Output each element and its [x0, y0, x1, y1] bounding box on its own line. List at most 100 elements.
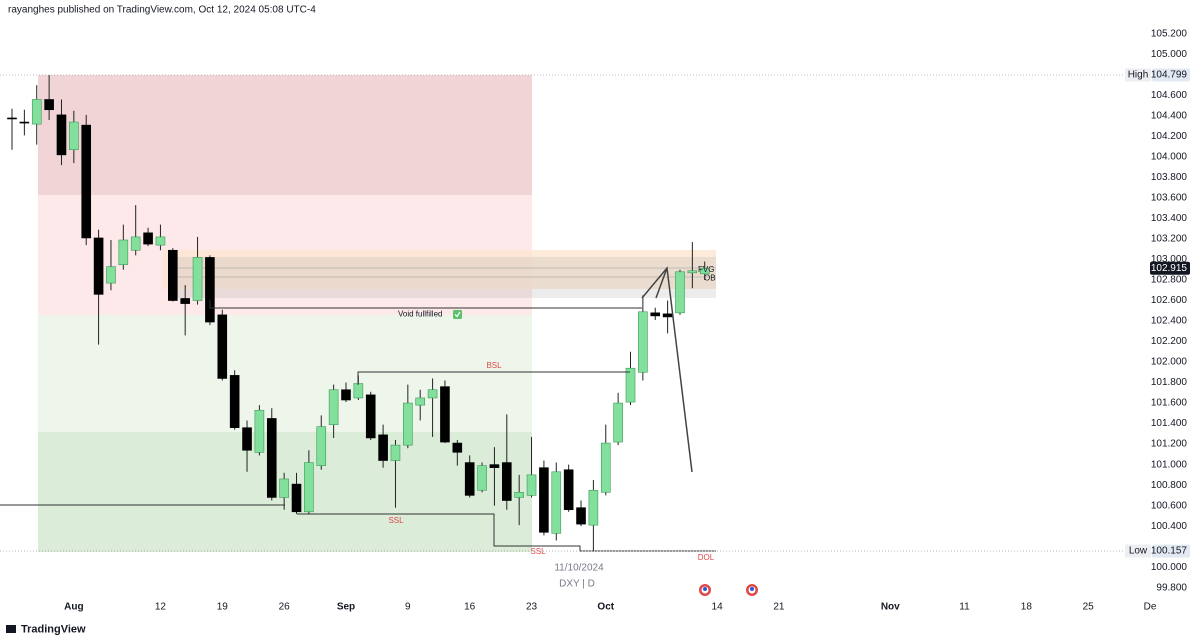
y-tick-label: 101.000	[1151, 459, 1188, 470]
price-marker-box	[1152, 68, 1190, 82]
candle-body	[242, 427, 252, 451]
x-tick-label: 12	[155, 602, 167, 613]
y-tick-label: 99.800	[1156, 582, 1187, 593]
y-tick-label: 101.400	[1151, 418, 1188, 429]
ob-zone	[175, 257, 716, 298]
x-tick-label: De	[1144, 602, 1157, 613]
candle-body	[699, 267, 710, 275]
candle-body	[600, 442, 611, 493]
y-tick-label: 103.600	[1151, 193, 1188, 204]
y-tick-label: 103.000	[1151, 254, 1188, 265]
candle-body	[143, 232, 153, 245]
candle-body	[31, 99, 42, 125]
candle-body	[353, 383, 364, 399]
candle-body	[477, 465, 487, 491]
x-tick-label: 21	[773, 602, 785, 613]
annotation: OB	[704, 274, 716, 283]
y-tick-label: 102.800	[1151, 275, 1188, 286]
candle-body	[155, 236, 166, 246]
x-tick-label: 18	[1021, 602, 1033, 613]
candle-body	[56, 114, 67, 156]
candle-body	[625, 367, 636, 403]
candle-body	[69, 121, 79, 151]
y-tick-label: 102.400	[1151, 316, 1188, 327]
y-tick-label: 102.200	[1151, 336, 1188, 347]
candle-body	[328, 389, 339, 425]
y-tick-label: 101.800	[1151, 377, 1188, 388]
candle-body	[526, 474, 537, 496]
x-tick-label: 14	[712, 602, 724, 613]
last-price-label: 102.915	[1151, 263, 1188, 274]
x-tick-label: 25	[1083, 602, 1095, 613]
candle-body	[93, 237, 104, 295]
zone-discount	[38, 315, 532, 432]
projection	[655, 267, 668, 299]
candle-body	[279, 478, 289, 498]
candle-body	[341, 389, 351, 401]
candle-body	[489, 464, 500, 468]
y-tick-label: 103.800	[1151, 172, 1188, 183]
y-tick-label: 104.600	[1151, 90, 1188, 101]
event-icon	[746, 584, 758, 596]
check-mark	[454, 311, 461, 318]
candle-body	[687, 270, 698, 274]
candle-body	[254, 409, 265, 453]
x-tick-label: Sep	[337, 602, 355, 613]
y-tick-label: 100.000	[1151, 562, 1188, 573]
last-price-box	[1150, 261, 1190, 275]
y-tick-label: 102.600	[1151, 295, 1188, 306]
annotation: BSL	[486, 361, 502, 370]
candle-body	[19, 121, 30, 124]
event-icon	[699, 584, 711, 596]
fvg-zone	[163, 250, 716, 289]
candle-body	[266, 418, 277, 498]
candles	[7, 74, 710, 552]
y-tick-label: 100.800	[1151, 480, 1188, 491]
date-label: 11/10/2024	[554, 563, 604, 574]
candle-body	[316, 426, 327, 466]
price-marker-box	[1152, 544, 1190, 558]
candle-body	[192, 257, 203, 301]
drawings	[0, 266, 716, 552]
y-tick-label: 100.400	[1151, 521, 1188, 532]
candle-body	[563, 469, 574, 511]
candle-body	[118, 239, 129, 265]
x-tick-label: 16	[464, 602, 476, 613]
y-tick-label: 104.400	[1151, 111, 1188, 122]
candle-body	[427, 389, 438, 399]
candle-body	[217, 314, 228, 379]
candle-body	[291, 483, 302, 513]
y-tick-label: 102.000	[1151, 357, 1188, 368]
candle-body	[403, 402, 413, 446]
y-tick-label: 100.600	[1151, 500, 1188, 511]
candle-body	[205, 257, 215, 323]
bsl-line	[357, 371, 630, 385]
y-tick-label: 101.600	[1151, 398, 1188, 409]
x-tick-label: 23	[526, 602, 538, 613]
x-tick-label: Oct	[597, 602, 614, 613]
candle-body	[390, 444, 401, 461]
x-tick-label: 26	[279, 602, 291, 613]
annotation: SSL	[388, 516, 404, 525]
candle-body	[415, 397, 426, 406]
x-tick-label: 9	[405, 602, 411, 613]
candle-body	[650, 312, 661, 317]
candle-body	[588, 489, 599, 526]
y-tick-label: 105.200	[1151, 28, 1188, 39]
price-marker-value: 100.157	[1151, 546, 1188, 557]
ssl-line	[297, 513, 716, 552]
y-tick-label: 105.000	[1151, 49, 1188, 60]
annotation: DOL	[698, 553, 715, 562]
candle-body	[130, 236, 141, 251]
y-tick-label: 103.400	[1151, 213, 1188, 224]
candle-body	[514, 492, 524, 498]
candle-body	[613, 402, 623, 443]
candle-body	[180, 298, 190, 304]
candle-body	[365, 394, 376, 439]
candle-body	[576, 507, 586, 525]
footer: TradingView	[21, 623, 86, 635]
annotation: FVG	[698, 265, 714, 274]
annotation: SSL	[530, 547, 546, 556]
candle-body	[44, 99, 54, 111]
